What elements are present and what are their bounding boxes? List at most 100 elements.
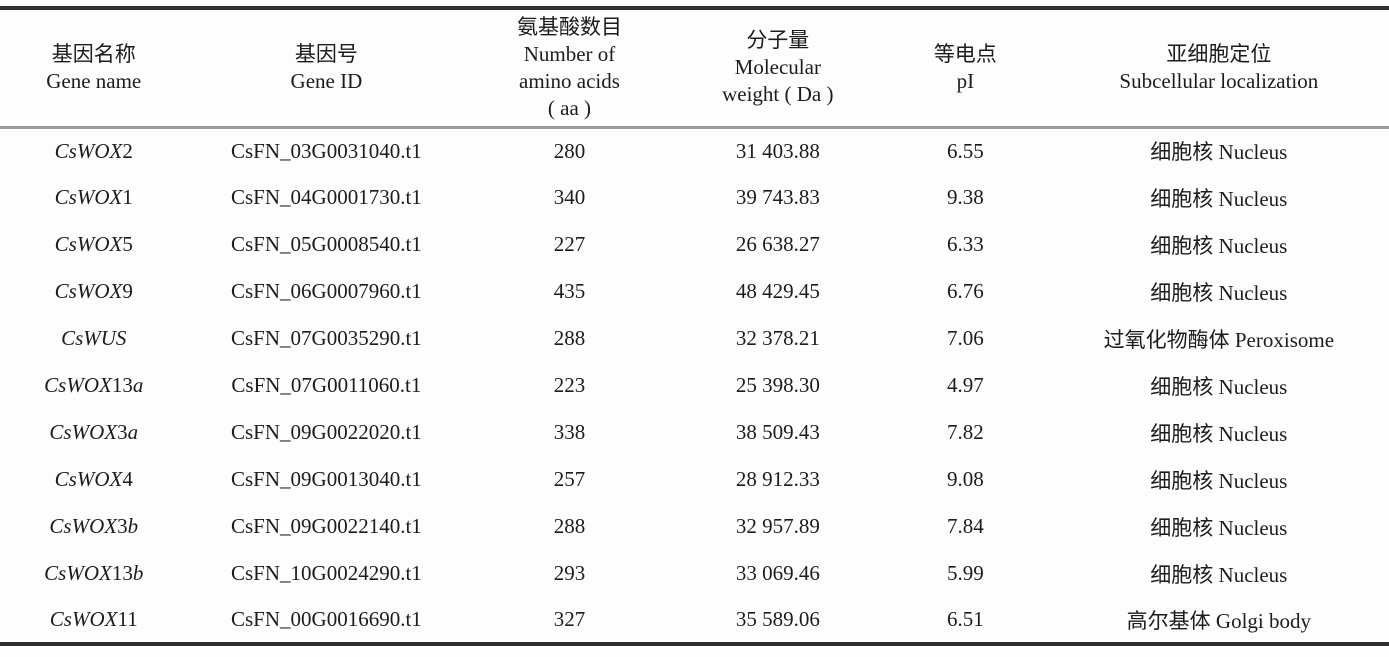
molecular-weight-cell: 38 509.43 bbox=[735, 420, 820, 444]
gene-name-prefix: CsWUS bbox=[61, 326, 127, 350]
header-amino-acids-en: Number of amino acids ( aa ) bbox=[519, 41, 620, 120]
pi-cell: 7.82 bbox=[946, 420, 984, 444]
gene-id-cell: CsFN_04G0001730.t1 bbox=[231, 185, 422, 209]
header-row: 基因名称 Gene name 基因号 Gene ID 氨基酸数目 Number … bbox=[0, 8, 1389, 129]
amino-acid-count-cell: 340 bbox=[553, 185, 586, 209]
table-row: CsWOX9 CsFN_06G0007960.t1 435 48 429.45 … bbox=[0, 268, 1389, 315]
pi-cell: 9.08 bbox=[946, 467, 984, 491]
subcellular-localization-cell: 细胞核 Nucleus bbox=[1150, 468, 1288, 493]
gene-name-cell: CsWOX13a bbox=[0, 362, 188, 409]
table-row: CsWUS CsFN_07G0035290.t1 288 32 378.21 7… bbox=[0, 315, 1389, 362]
gene-name-number: 13 bbox=[111, 373, 133, 397]
subcellular-localization-cell: 细胞核 Nucleus bbox=[1150, 186, 1288, 211]
header-molecular-weight-zh: 分子量 bbox=[746, 28, 810, 53]
header-molecular-weight: 分子量 Molecular weight ( Da ) bbox=[673, 8, 882, 129]
molecular-weight-cell: 26 638.27 bbox=[735, 232, 820, 256]
gene-name-suffix: b bbox=[127, 514, 139, 538]
amino-acid-count-cell: 435 bbox=[553, 279, 586, 303]
header-molecular-weight-en: Molecular weight ( Da ) bbox=[722, 55, 834, 107]
amino-acid-count-cell: 288 bbox=[553, 326, 586, 350]
molecular-weight-cell: 32 957.89 bbox=[735, 514, 820, 538]
header-gene-id-en: Gene ID bbox=[290, 68, 363, 93]
gene-name-number: 4 bbox=[122, 467, 133, 491]
gene-name-number: 3 bbox=[117, 514, 128, 538]
table-row: CsWOX2 CsFN_03G0031040.t1 280 31 403.88 … bbox=[0, 127, 1389, 174]
table-body: CsWOX2 CsFN_03G0031040.t1 280 31 403.88 … bbox=[0, 127, 1389, 644]
molecular-weight-cell: 39 743.83 bbox=[735, 185, 820, 209]
amino-acid-count-cell: 288 bbox=[553, 514, 586, 538]
gene-name-cell: CsWOX4 bbox=[0, 456, 188, 503]
molecular-weight-cell: 33 069.46 bbox=[735, 561, 820, 585]
header-amino-acids-zh: 氨基酸数目 bbox=[516, 14, 622, 39]
molecular-weight-cell: 35 589.06 bbox=[735, 607, 820, 631]
molecular-weight-cell: 48 429.45 bbox=[735, 279, 820, 303]
gene-id-cell: CsFN_00G0016690.t1 bbox=[231, 607, 422, 631]
gene-name-prefix: CsWOX bbox=[54, 467, 123, 491]
gene-name-prefix: CsWOX bbox=[44, 373, 112, 397]
gene-id-cell: CsFN_07G0011060.t1 bbox=[231, 373, 422, 397]
header-subcellular-localization: 亚细胞定位 Subcellular localization bbox=[1048, 8, 1389, 129]
header-subcellular-localization-zh: 亚细胞定位 bbox=[1166, 41, 1272, 66]
gene-name-cell: CsWOX3a bbox=[0, 409, 188, 456]
gene-id-cell: CsFN_05G0008540.t1 bbox=[231, 232, 422, 256]
gene-name-prefix: CsWOX bbox=[44, 561, 112, 585]
gene-id-cell: CsFN_06G0007960.t1 bbox=[231, 279, 422, 303]
molecular-weight-cell: 28 912.33 bbox=[735, 467, 820, 491]
gene-name-cell: CsWOX9 bbox=[0, 268, 188, 315]
pi-cell: 6.33 bbox=[946, 232, 984, 256]
gene-name-cell: CsWOX11 bbox=[0, 597, 188, 644]
header-gene-name-en: Gene name bbox=[46, 68, 142, 93]
gene-name-suffix: a bbox=[127, 420, 139, 444]
subcellular-localization-cell: 细胞核 Nucleus bbox=[1150, 374, 1288, 399]
pi-cell: 6.76 bbox=[946, 279, 984, 303]
amino-acid-count-cell: 327 bbox=[553, 607, 586, 631]
amino-acid-count-cell: 223 bbox=[553, 373, 586, 397]
table-row: CsWOX11 CsFN_00G0016690.t1 327 35 589.06… bbox=[0, 597, 1389, 644]
table-row: CsWOX4 CsFN_09G0013040.t1 257 28 912.33 … bbox=[0, 456, 1389, 503]
table-row: CsWOX1 CsFN_04G0001730.t1 340 39 743.83 … bbox=[0, 174, 1389, 221]
gene-name-cell: CsWOX13b bbox=[0, 550, 188, 597]
molecular-weight-cell: 25 398.30 bbox=[735, 373, 820, 397]
table-row: CsWOX5 CsFN_05G0008540.t1 227 26 638.27 … bbox=[0, 221, 1389, 268]
gene-name-prefix: CsWOX bbox=[49, 420, 118, 444]
pi-cell: 9.38 bbox=[946, 185, 984, 209]
gene-id-cell: CsFN_09G0022140.t1 bbox=[231, 514, 422, 538]
gene-name-number: 1 bbox=[122, 185, 133, 209]
gene-properties-table: 基因名称 Gene name 基因号 Gene ID 氨基酸数目 Number … bbox=[0, 6, 1389, 646]
pi-cell: 6.51 bbox=[946, 607, 984, 631]
gene-id-cell: CsFN_03G0031040.t1 bbox=[231, 138, 422, 163]
gene-name-number: 9 bbox=[122, 279, 133, 303]
gene-name-prefix: CsWOX bbox=[54, 185, 123, 209]
header-gene-id-zh: 基因号 bbox=[294, 41, 358, 66]
subcellular-localization-cell: 细胞核 Nucleus bbox=[1150, 280, 1288, 305]
molecular-weight-cell: 32 378.21 bbox=[735, 326, 820, 350]
header-subcellular-localization-en: Subcellular localization bbox=[1119, 68, 1319, 93]
pi-cell: 4.97 bbox=[946, 373, 984, 397]
subcellular-localization-cell: 细胞核 Nucleus bbox=[1150, 140, 1288, 165]
gene-name-suffix: a bbox=[132, 373, 144, 397]
gene-name-cell: CsWOX3b bbox=[0, 503, 188, 550]
gene-name-cell: CsWOX2 bbox=[0, 127, 188, 174]
subcellular-localization-cell: 细胞核 Nucleus bbox=[1150, 515, 1288, 540]
subcellular-localization-cell: 细胞核 Nucleus bbox=[1150, 233, 1288, 258]
header-gene-name-zh: 基因名称 bbox=[51, 41, 136, 66]
amino-acid-count-cell: 338 bbox=[553, 420, 586, 444]
gene-name-prefix: CsWOX bbox=[54, 138, 123, 163]
subcellular-localization-cell: 过氧化物酶体 Peroxisome bbox=[1103, 327, 1335, 352]
gene-name-number: 11 bbox=[117, 607, 138, 631]
header-pi: 等电点 pI bbox=[881, 8, 1049, 129]
gene-name-prefix: CsWOX bbox=[49, 607, 118, 631]
table-row: CsWOX3b CsFN_09G0022140.t1 288 32 957.89… bbox=[0, 503, 1389, 550]
gene-name-number: 2 bbox=[122, 138, 133, 163]
header-gene-id: 基因号 Gene ID bbox=[187, 8, 466, 129]
header-gene-name: 基因名称 Gene name bbox=[0, 8, 188, 129]
subcellular-localization-cell: 细胞核 Nucleus bbox=[1150, 421, 1288, 446]
amino-acid-count-cell: 227 bbox=[553, 232, 586, 256]
pi-cell: 5.99 bbox=[946, 561, 984, 585]
gene-id-cell: CsFN_07G0035290.t1 bbox=[231, 326, 422, 350]
header-pi-en: pI bbox=[956, 68, 975, 93]
subcellular-localization-cell: 细胞核 Nucleus bbox=[1150, 562, 1288, 587]
molecular-weight-cell: 31 403.88 bbox=[735, 138, 820, 163]
subcellular-localization-cell: 高尔基体 Golgi body bbox=[1126, 608, 1311, 633]
